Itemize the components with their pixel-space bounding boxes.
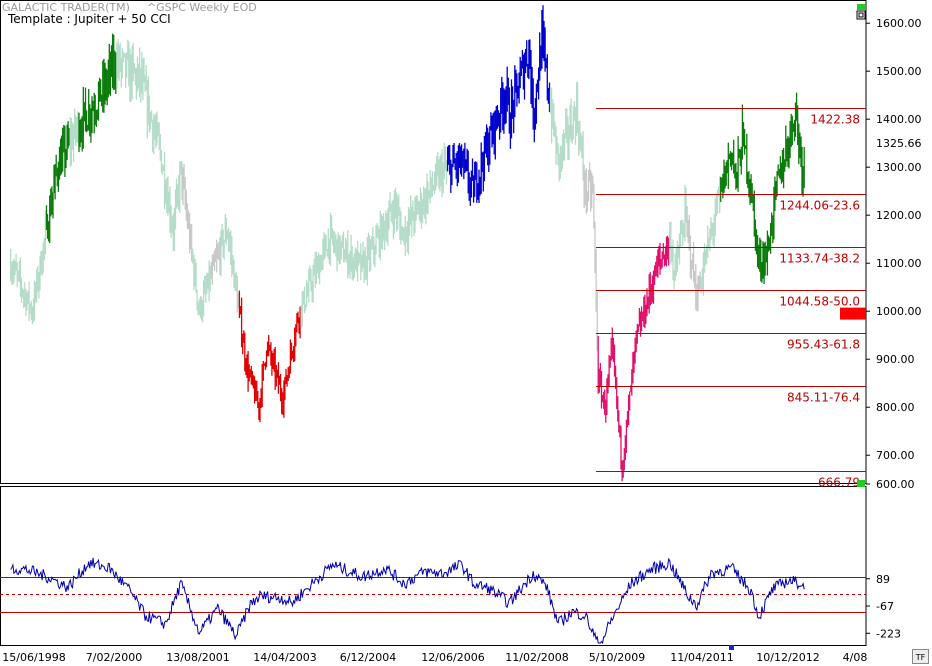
cci-y-tick-label: -223 (876, 627, 901, 640)
x-tick-label: 10/12/2012 (756, 651, 819, 664)
last-price-label: 1325.66 (876, 137, 922, 150)
price-y-tick-label: 1300.00 (876, 161, 922, 174)
fib-label: 666.79 (818, 476, 860, 490)
x-tick-label: 5/10/2009 (589, 651, 645, 664)
price-y-tick-label: 1500.00 (876, 65, 922, 78)
price-y-tick-label: 1600.00 (876, 17, 922, 30)
cci-series (10, 557, 805, 645)
x-tick-label: 15/06/1998 (2, 651, 65, 664)
fib-label: 955.43-61.8 (787, 338, 860, 352)
x-tick-label: 12/06/2006 (421, 651, 484, 664)
x-tick-label: 4/08 (843, 651, 868, 664)
cci-y-tick-label: -67 (876, 600, 894, 613)
fib-label: 1422.38 (810, 113, 860, 127)
price-y-tick-label: 900.00 (876, 353, 915, 366)
header-line: GALACTIC TRADER(TM) ^GSPC Weekly EOD (2, 1, 257, 14)
window-restore-icon[interactable] (856, 10, 866, 20)
cci-line (10, 557, 805, 645)
current-level-marker (840, 307, 866, 320)
cci-y-tick-label: 89 (876, 573, 890, 586)
symbol-title: ^GSPC Weekly EOD (146, 1, 257, 14)
x-axis: 15/06/1998 7/02/2000 13/08/2001 14/04/2003 6… (2, 651, 867, 664)
price-y-axis: 700.00 800.00 900.00 1000.00 1100.00 1200.00 1… (866, 17, 922, 462)
panel-marker-top (857, 4, 865, 10)
x-tick-label: 6/12/2004 (340, 651, 396, 664)
tf-button-label: TF (915, 653, 926, 662)
cci-reference-lines (0, 577, 866, 613)
price-y-tick-label: 1100.00 (876, 257, 922, 270)
price-series (10, 5, 805, 482)
price-y-tick-label: 700.00 (876, 449, 915, 462)
window-restore-inner (858, 12, 864, 18)
app-title: GALACTIC TRADER(TM) (2, 1, 130, 14)
x-tick-label: 7/02/2000 (86, 651, 142, 664)
x-tick-label: 14/04/2003 (253, 651, 316, 664)
price-y-tick-label: 1400.00 (876, 113, 922, 126)
cci-y-axis: 600.00 89 -67 -223 (866, 478, 915, 640)
fib-label: 1244.06-23.6 (779, 199, 860, 213)
fib-label: 1044.58-50.0 (779, 295, 860, 309)
x-tick-label: 11/04/2011 (670, 651, 733, 664)
fib-label: 1133.74-38.2 (779, 252, 860, 266)
price-y-tick-label: 1200.00 (876, 209, 922, 222)
price-panel-frame (0, 0, 867, 484)
x-tick-label: 11/02/2008 (505, 651, 568, 664)
fib-label: 845.11-76.4 (787, 391, 860, 405)
tf-button[interactable]: TF (912, 649, 929, 664)
cci-panel-frame (0, 486, 867, 646)
x-tick-label: 13/08/2001 (166, 651, 229, 664)
price-y-tick-label: 800.00 (876, 401, 915, 414)
panel-marker-cci (857, 480, 865, 487)
template-label: Template : Jupiter + 50 CCI (8, 12, 171, 26)
price-y-tick-label: 1000.00 (876, 305, 922, 318)
fib-levels: 1422.38 1244.06-23.6 1133.74-38.2 1044.58-5… (596, 108, 866, 490)
cci-y-tick-label: 600.00 (876, 478, 915, 491)
x-cursor-marker (729, 645, 734, 650)
tf-button-frame[interactable] (912, 649, 929, 664)
